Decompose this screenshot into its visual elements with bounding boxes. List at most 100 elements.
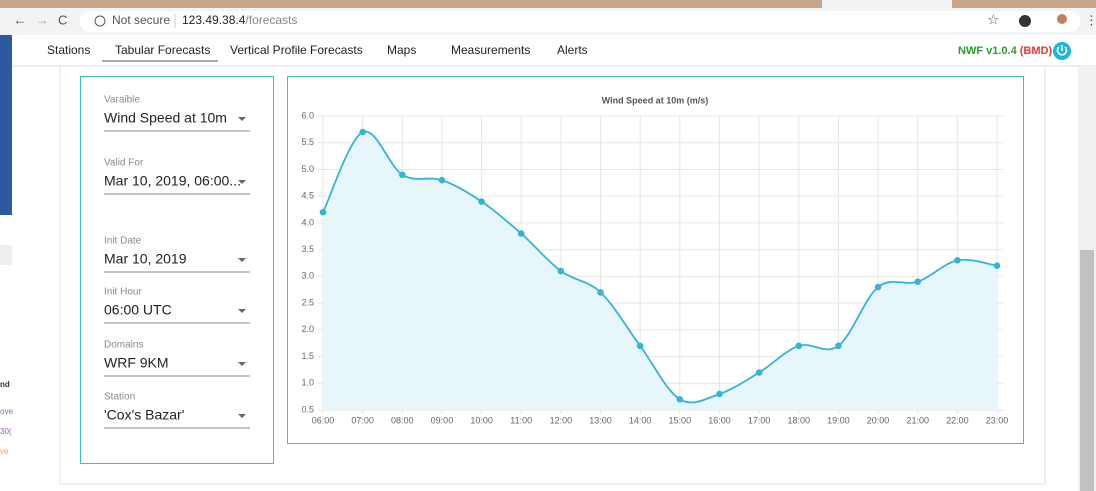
y-tick-label: 6.0 [301,110,314,120]
y-tick-label: 3.5 [301,244,314,254]
nav-item[interactable]: Stations [47,43,90,57]
version-text: NWF v1.0.4 [958,45,1018,57]
power-icon [1056,45,1068,56]
chart-title: Wind Speed at 10m (m/s) [602,95,708,105]
point [835,342,842,350]
x-tick-label: 19:00 [827,415,850,425]
field-label: Domains [104,340,143,351]
field-label: Init Hour [104,287,142,298]
y-tick-label: 1.0 [301,378,314,388]
point [557,267,565,275]
background-text: 30( [0,427,12,436]
menu-button[interactable]: ⋮ [1085,12,1096,27]
nav-item[interactable]: Measurements [451,43,530,57]
x-tick-label: 15:00 [669,415,692,425]
x-tick-label: 09:00 [431,415,454,425]
x-tick-label: 23:00 [986,415,1009,425]
background-text: nd [0,380,10,389]
nav-item[interactable]: Maps [387,43,416,57]
x-tick-label: 11:00 [510,415,532,425]
extension-icon[interactable] [1019,15,1031,27]
url-host: 123.49.38.4 [182,13,246,27]
point [954,257,961,264]
background-window [0,245,12,265]
x-tick-label: 16:00 [708,415,731,425]
field-value[interactable]: Mar 10, 2019, 06:00... [104,173,241,189]
y-tick-label: 4.0 [301,217,314,227]
point [716,390,723,398]
point [597,289,604,296]
dropdown-caret[interactable] [238,362,246,366]
nav-item[interactable]: Tabular Forecasts [115,43,210,57]
x-tick-label: 10:00 [470,415,493,425]
field-value[interactable]: 'Cox's Bazar' [104,407,184,423]
background-text: ove [0,407,13,416]
scrollbar-thumb[interactable] [1080,250,1094,491]
x-tick-label: 13:00 [589,415,612,425]
security-label: Not secure [112,13,170,27]
form: Varaible Wind Speed at 10m Valid For Mar 10… [104,95,250,429]
x-tick-label: 14:00 [629,415,652,425]
background-window [0,35,12,215]
field-label: Init Date [104,236,142,247]
dropdown-caret[interactable] [238,309,246,313]
reload-button[interactable]: C [58,12,67,27]
x-tick-label: 22:00 [946,415,969,425]
forward-button[interactable]: → [35,12,49,28]
dropdown-caret[interactable] [238,258,246,262]
field-value[interactable]: WRF 9KM [104,355,169,371]
y-tick-label: 3.0 [301,271,314,281]
field-value[interactable]: 06:00 UTC [104,302,172,318]
field-label: Valid For [104,158,144,169]
x-tick-label: 12:00 [550,415,573,425]
point [319,208,327,216]
point [993,262,1001,269]
y-tick-label: 1.5 [301,351,314,361]
dropdown-caret[interactable] [238,117,246,121]
point [795,342,803,350]
back-button[interactable]: ← [13,12,27,28]
tab-strip [0,0,1096,8]
point [359,128,366,136]
org-text: (BMD) [1020,45,1053,57]
x-tick-label: 21:00 [906,415,929,425]
x-tick-label: 17:00 [748,415,771,425]
nav-item[interactable]: Alerts [557,43,588,57]
y-tick-label: 2.0 [301,324,314,334]
field-label: Station [104,392,135,403]
dropdown-caret[interactable] [238,414,246,418]
point [478,198,485,205]
version: NWF v1.0.4 (BMD) [958,45,1052,57]
point [874,283,882,291]
point [755,369,763,376]
address-bar[interactable] [80,11,1080,32]
point [676,396,684,403]
y-tick-label: 0.5 [301,404,314,414]
point [636,342,644,350]
active-underline [102,60,218,62]
profile-avatar[interactable] [1057,14,1067,24]
bookmark-star[interactable]: ☆ [987,12,1000,28]
nav-item[interactable]: Vertical Profile Forecasts [230,43,363,57]
y-tick-label: 2.5 [301,297,314,307]
point [438,176,446,184]
point [517,230,525,237]
url: 123.49.38.4/forecasts [182,13,297,27]
x-tick-label: 18:00 [787,415,810,425]
x-tick-label: 06:00 [312,415,335,425]
area [323,131,997,411]
y-tick-label: 4.5 [301,191,314,201]
active-tab[interactable] [822,0,952,8]
background-text: ve [0,447,9,456]
field-value[interactable]: Wind Speed at 10m [104,110,227,126]
info-icon[interactable] [94,15,106,27]
x-tick-label: 08:00 [391,415,414,425]
point [914,278,922,286]
point [398,171,406,179]
filter-panel [80,76,274,464]
field-value[interactable]: Mar 10, 2019 [104,251,187,267]
dropdown-caret[interactable] [238,180,246,184]
chart: Wind Speed at 10m (m/s) 0.5 1.0 1.5 2.0 2.5 3… [301,95,1008,425]
